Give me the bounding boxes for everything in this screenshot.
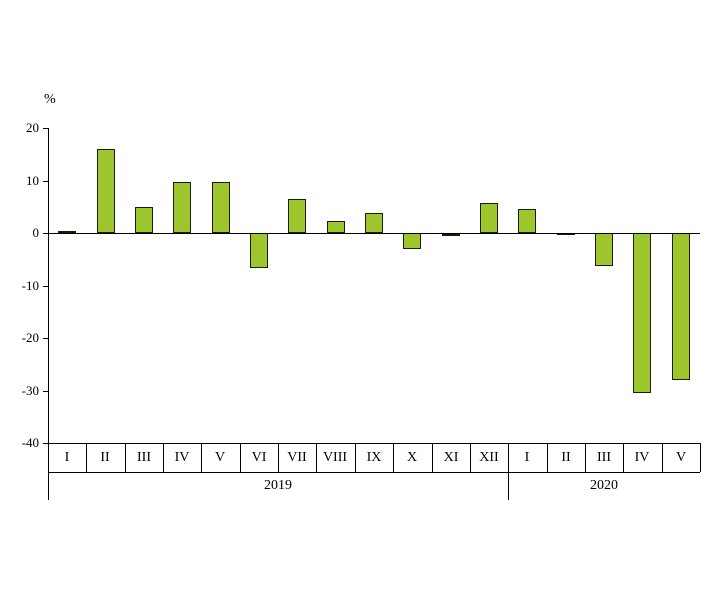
month-divider [700, 443, 701, 472]
month-divider [278, 443, 279, 472]
month-label: II [100, 450, 110, 465]
y-axis-tick-label: -40 [21, 435, 39, 450]
month-divider [547, 443, 548, 472]
bar-VII-2019 [288, 199, 306, 233]
y-axis-tick-label: 10 [26, 173, 39, 188]
month-label: III [597, 450, 611, 465]
bar-I-2020 [518, 209, 536, 233]
bar-I-2019 [58, 231, 76, 233]
month-label: IV [634, 450, 650, 465]
y-axis-tick [43, 286, 48, 287]
month-divider [316, 443, 317, 472]
y-axis-tick [43, 128, 48, 129]
month-label: XII [479, 450, 499, 465]
bar-VIII-2019 [327, 221, 345, 233]
month-divider [355, 443, 356, 472]
y-axis-unit-label: % [44, 92, 56, 107]
year-group-divider [508, 443, 509, 500]
bar-V-2019 [212, 182, 230, 233]
bar-III-2020 [595, 233, 613, 266]
month-label: I [64, 450, 70, 465]
x-axis-line [48, 443, 700, 444]
bar-II-2019 [97, 149, 115, 233]
y-axis-tick [43, 391, 48, 392]
month-divider [163, 443, 164, 472]
bar-X-2019 [403, 233, 421, 249]
month-label: II [561, 450, 571, 465]
month-label: IV [174, 450, 190, 465]
y-axis-tick-label: 0 [32, 225, 40, 240]
month-divider [86, 443, 87, 472]
bar-IV-2019 [173, 182, 191, 233]
year-label-2020: 2020 [590, 478, 618, 493]
year-label-2019: 2019 [264, 478, 292, 493]
month-divider [585, 443, 586, 472]
month-label: X [406, 450, 418, 465]
bar-III-2019 [135, 207, 153, 233]
month-divider [393, 443, 394, 472]
month-label: XI [443, 450, 459, 465]
bar-II-2020 [557, 233, 575, 235]
bar-IX-2019 [365, 213, 383, 233]
month-label: V [214, 450, 226, 465]
month-divider [470, 443, 471, 472]
month-label: VII [287, 450, 307, 465]
y-axis-tick [43, 233, 48, 234]
month-label: III [137, 450, 151, 465]
y-axis-tick [43, 443, 48, 444]
month-divider [125, 443, 126, 472]
month-label: I [524, 450, 530, 465]
month-label: VIII [322, 450, 348, 465]
y-axis-tick-label: -20 [21, 330, 39, 345]
zero-line [48, 233, 700, 234]
y-axis-tick-label: -10 [21, 278, 39, 293]
y-axis-tick [43, 181, 48, 182]
month-band-bottom-line [48, 472, 700, 473]
bar-IV-2020 [633, 233, 651, 393]
month-label: V [675, 450, 687, 465]
bar-V-2020 [672, 233, 690, 380]
month-divider [432, 443, 433, 472]
month-divider [240, 443, 241, 472]
month-divider [201, 443, 202, 472]
bar-VI-2019 [250, 233, 268, 268]
month-label: IX [366, 450, 382, 465]
month-divider [662, 443, 663, 472]
month-divider [623, 443, 624, 472]
bar-XI-2019 [442, 233, 460, 236]
y-axis-tick-label: 20 [26, 120, 39, 135]
y-axis-line [48, 128, 49, 500]
y-axis-tick-label: -30 [21, 383, 39, 398]
bar-XII-2019 [480, 203, 498, 233]
month-label: VI [251, 450, 267, 465]
y-axis-tick [43, 338, 48, 339]
